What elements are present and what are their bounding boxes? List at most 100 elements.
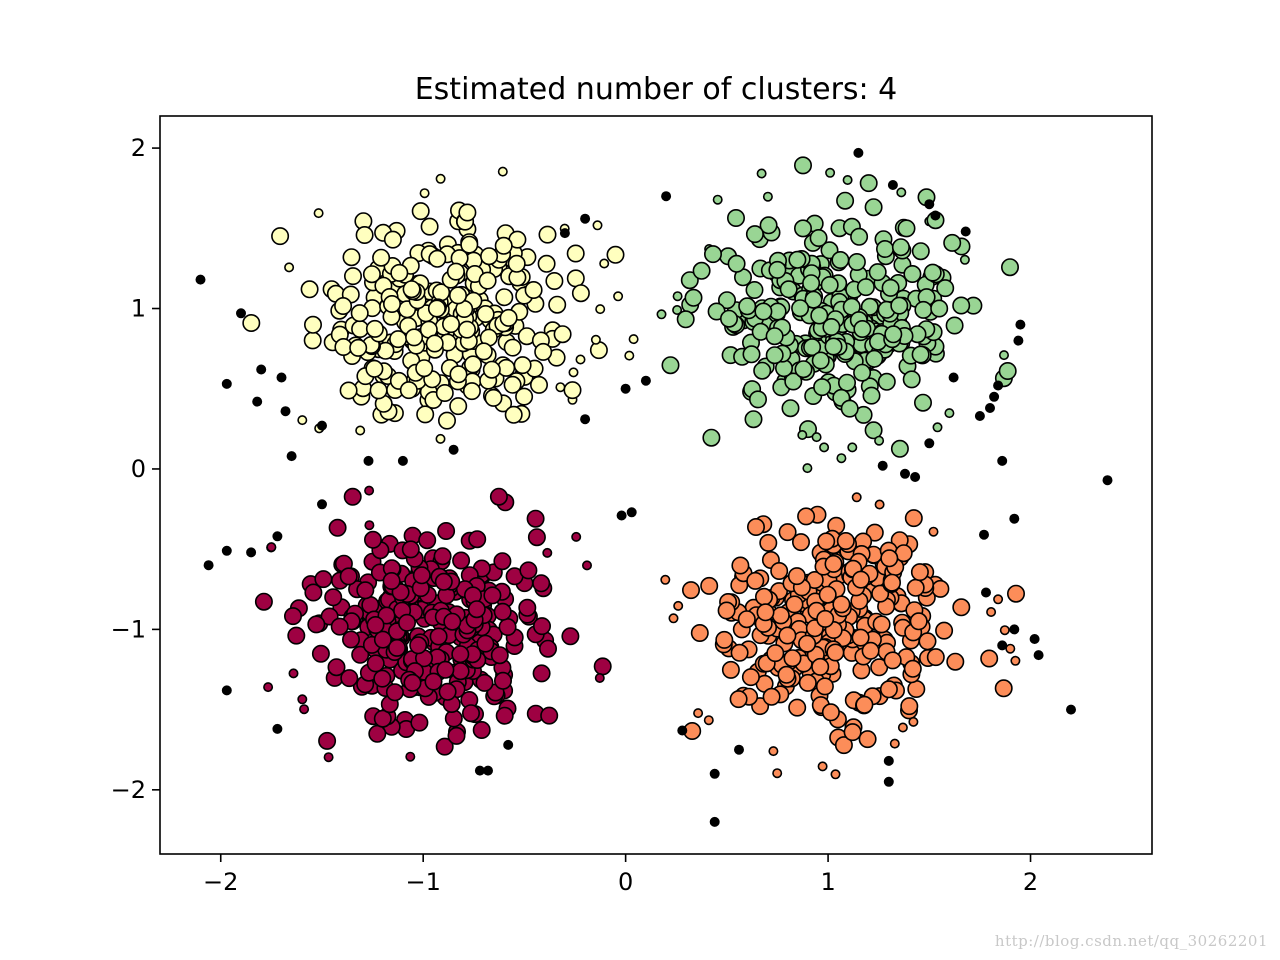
cluster-3-point — [816, 609, 835, 628]
cluster-0-point — [606, 245, 625, 264]
cluster-2-point — [518, 598, 537, 617]
cluster-0-point — [599, 258, 610, 269]
cluster-0-point — [448, 286, 467, 305]
cluster-1-point — [864, 421, 883, 440]
noise-point — [397, 455, 408, 466]
cluster-2-point — [363, 530, 382, 549]
cluster-3-point — [952, 598, 971, 617]
cluster-1-point — [756, 168, 767, 179]
cluster-2-point — [437, 521, 456, 540]
noise-point — [1033, 650, 1044, 661]
cluster-1-point — [952, 296, 971, 315]
cluster-2-point — [385, 683, 404, 702]
noise-point — [980, 587, 991, 598]
cluster-0-point — [416, 405, 435, 424]
cluster-3-point — [668, 613, 679, 624]
cluster-2-point — [307, 615, 326, 634]
cluster-1-point — [810, 306, 829, 325]
cluster-3-point — [879, 680, 898, 699]
cluster-1-point — [1000, 258, 1019, 277]
cluster-3-point — [817, 761, 828, 772]
cluster-1-point — [884, 325, 903, 344]
cluster-3-point — [1006, 584, 1025, 603]
noise-point — [910, 471, 921, 482]
cluster-1-point — [748, 390, 767, 409]
cluster-2-point — [304, 583, 323, 602]
cluster-1-point — [680, 271, 699, 290]
cluster-0-point — [499, 308, 518, 327]
plot-area — [159, 115, 1153, 855]
cluster-3-point — [693, 708, 704, 719]
cluster-1-point — [813, 378, 832, 397]
noise-point — [316, 420, 327, 431]
cluster-0-point — [365, 359, 384, 378]
cluster-2-point — [299, 704, 310, 715]
cluster-2-point — [339, 567, 358, 586]
cluster-3-point — [861, 641, 880, 660]
cluster-0-point — [566, 269, 585, 288]
noise-point — [993, 380, 1004, 391]
cluster-1-point — [865, 349, 884, 368]
cluster-1-point — [811, 351, 830, 370]
noise-point — [246, 547, 257, 558]
cluster-2-point — [351, 645, 370, 664]
cluster-1-point — [802, 463, 813, 474]
cluster-2-point — [356, 581, 375, 600]
cluster-2-point — [254, 592, 273, 611]
cluster-0-point — [537, 254, 556, 273]
cluster-3-point — [788, 698, 807, 717]
cluster-0-point — [435, 173, 446, 184]
cluster-0-point — [458, 203, 477, 222]
cluster-0-point — [435, 383, 454, 402]
cluster-1-point — [911, 345, 930, 364]
cluster-2-point — [297, 694, 308, 705]
cluster-3-point — [741, 668, 760, 687]
cluster-3-point — [729, 690, 748, 709]
cluster-0-point — [463, 355, 482, 374]
cluster-1-point — [896, 187, 907, 198]
cluster-3-point — [798, 673, 817, 692]
cluster-0-point — [382, 294, 401, 313]
noise-point — [272, 531, 283, 542]
noise-point — [877, 460, 888, 471]
noise-point — [286, 451, 297, 462]
cluster-3-point — [737, 610, 756, 629]
cluster-1-point — [656, 309, 667, 320]
cluster-2-point — [527, 528, 546, 547]
cluster-3-point — [986, 606, 997, 617]
noise-point — [1029, 633, 1040, 644]
cluster-2-point — [490, 646, 509, 665]
cluster-0-point — [613, 291, 624, 302]
cluster-0-point — [365, 319, 384, 338]
y-tick-label: 0 — [131, 455, 146, 483]
cluster-3-point — [843, 723, 862, 742]
cluster-0-point — [495, 288, 514, 307]
cluster-1-point — [811, 432, 822, 443]
cluster-2-point — [403, 673, 422, 692]
cluster-1-point — [874, 435, 885, 446]
cluster-1-point — [862, 386, 881, 405]
cluster-0-point — [334, 296, 353, 315]
cluster-1-point — [837, 373, 856, 392]
cluster-1-point — [897, 219, 916, 238]
cluster-0-point — [349, 338, 368, 357]
cluster-3-point — [851, 492, 862, 503]
noise-point — [580, 414, 591, 425]
cluster-3-point — [882, 573, 901, 592]
noise-point — [960, 226, 971, 237]
cluster-1-point — [702, 428, 721, 447]
x-tick-label: 1 — [820, 868, 835, 896]
cluster-2-point — [368, 724, 387, 743]
cluster-0-point — [480, 247, 499, 266]
cluster-3-point — [746, 571, 765, 590]
cluster-1-point — [836, 453, 847, 464]
cluster-0-point — [504, 405, 523, 424]
cluster-3-point — [1010, 655, 1021, 666]
cluster-1-point — [717, 291, 736, 310]
noise-point — [883, 776, 894, 787]
noise-point — [1009, 513, 1020, 524]
cluster-2-point — [323, 752, 334, 763]
cluster-0-point — [428, 249, 447, 268]
cluster-2-point — [447, 726, 466, 745]
